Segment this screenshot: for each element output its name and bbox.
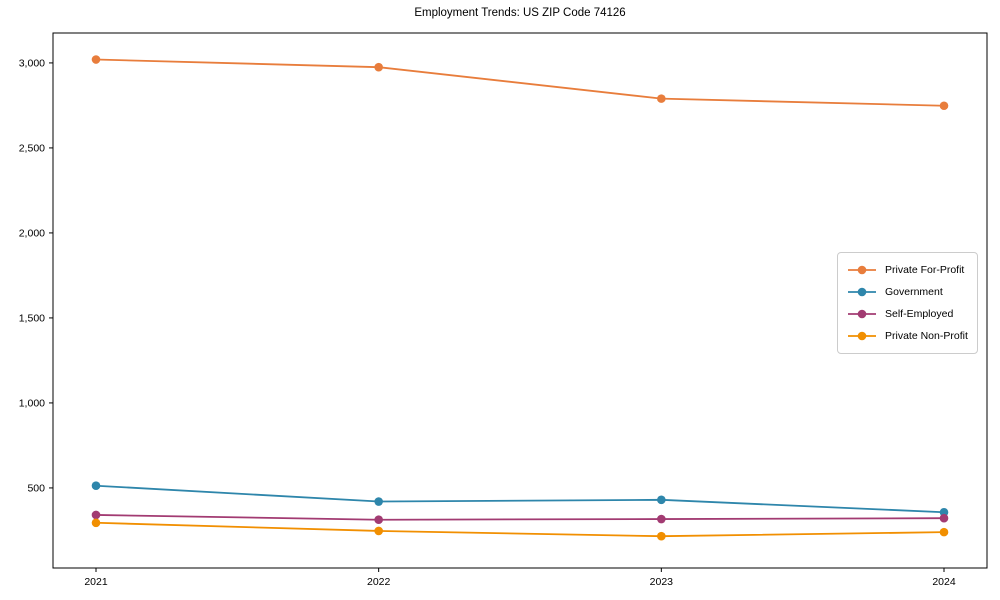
data-point	[91, 510, 101, 520]
data-point	[657, 531, 666, 541]
legend-label: Government	[885, 286, 943, 298]
legend-item: Government	[847, 281, 968, 303]
data-point	[657, 94, 666, 103]
x-tick-label: 2022	[367, 576, 391, 588]
legend-label: Self-Employed	[885, 308, 954, 320]
data-point	[939, 527, 949, 537]
y-tick-label: 2,000	[19, 227, 45, 239]
legend-item: Private Non-Profit	[847, 325, 968, 347]
x-tick-label: 2023	[650, 576, 674, 588]
series-line	[95, 484, 945, 514]
data-point	[939, 507, 949, 517]
legend-marker-icon	[848, 309, 876, 319]
data-point	[939, 513, 949, 523]
data-point	[939, 101, 949, 111]
data-point	[91, 55, 101, 64]
legend-label: Private For-Profit	[885, 264, 965, 276]
chart-title: Employment Trends: US ZIP Code 74126	[414, 7, 626, 19]
x-tick-label: 2024	[932, 576, 956, 588]
legend-marker-icon	[848, 331, 876, 341]
legend-marker-icon	[848, 265, 876, 275]
legend-item: Private For-Profit	[847, 259, 968, 281]
series-line	[95, 58, 945, 107]
legend-marker-icon	[848, 287, 876, 297]
series-line	[95, 521, 945, 538]
data-point	[374, 62, 383, 72]
y-tick-label: 2,500	[19, 142, 45, 154]
data-point	[657, 495, 666, 505]
data-point	[374, 526, 383, 536]
legend: Private For-Profit Government Self-Employe…	[837, 252, 978, 354]
y-tick-label: 3,000	[19, 57, 45, 69]
y-tick-label: 1,500	[19, 312, 45, 324]
legend-label: Private Non-Profit	[885, 330, 968, 342]
data-point	[374, 497, 383, 506]
y-tick-label: 500	[27, 482, 45, 494]
data-point	[91, 481, 101, 491]
legend-item: Self-Employed	[847, 303, 968, 325]
plot-frame	[52, 32, 988, 569]
data-point	[657, 514, 666, 524]
x-tick-label: 2021	[84, 576, 108, 588]
data-point	[374, 515, 383, 525]
y-tick-label: 1,000	[19, 397, 45, 409]
data-point	[91, 518, 101, 528]
series-line	[95, 514, 945, 521]
